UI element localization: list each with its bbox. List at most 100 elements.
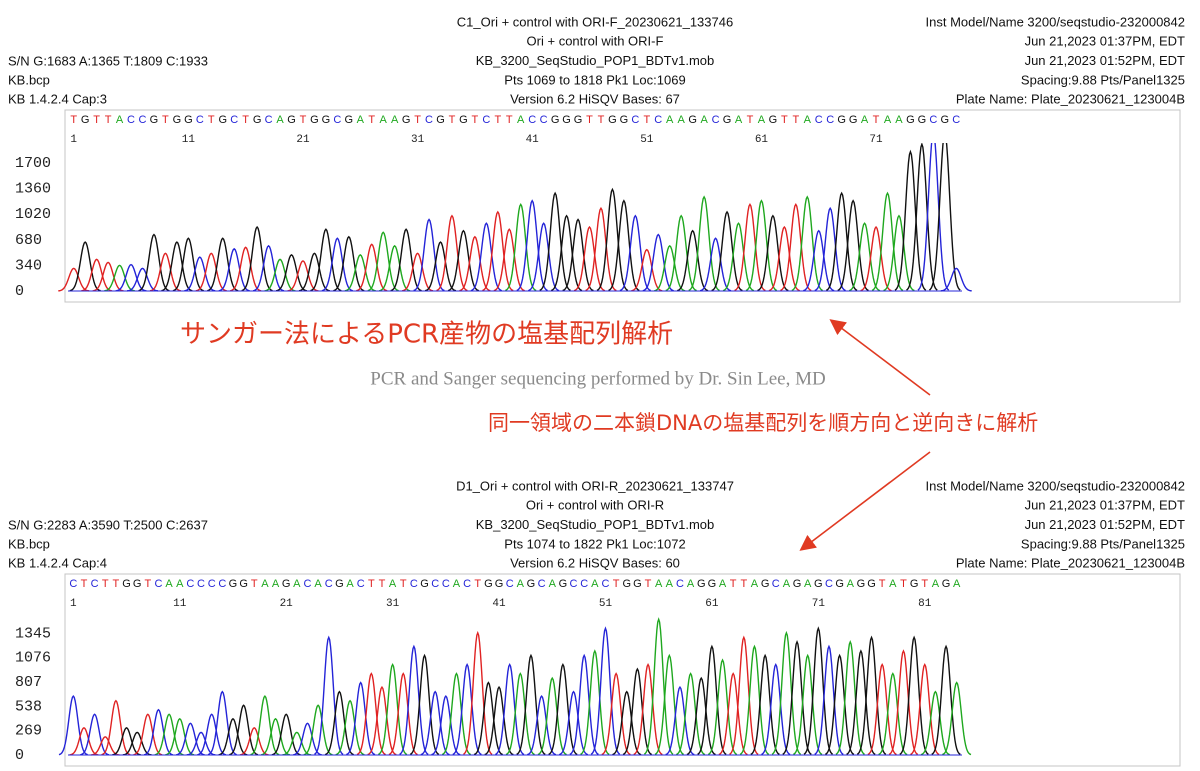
peak (409, 653, 440, 756)
peak (722, 222, 755, 292)
peak (459, 235, 491, 292)
base-call: G (697, 578, 706, 590)
base-call: G (793, 578, 802, 590)
peak (619, 214, 652, 292)
base-call: C (482, 114, 490, 126)
base-call: T (102, 578, 109, 590)
base-call: C (410, 578, 418, 590)
base-call: T (162, 114, 169, 126)
peak (739, 644, 770, 755)
base-call: C (570, 578, 578, 590)
position-label: 41 (526, 134, 540, 146)
base-call: C (325, 578, 333, 590)
base-call: C (208, 578, 216, 590)
header-right: Jun 21,2023 01:52PM, EDT (1025, 517, 1185, 532)
peak (218, 717, 248, 756)
peak (149, 252, 181, 292)
position-label: 21 (280, 598, 294, 610)
peak (356, 243, 388, 292)
peak (757, 214, 789, 292)
base-call: A (591, 578, 599, 590)
base-call: T (474, 578, 481, 590)
y-tick-label: 0 (15, 747, 24, 764)
peak (379, 244, 411, 292)
peak (793, 653, 823, 756)
header-left: S/N G:1683 A:1365 T:1809 C:1933 (8, 53, 208, 68)
base-call: G (402, 114, 411, 126)
peak (92, 261, 124, 292)
peak (539, 191, 571, 292)
y-tick-label: 1345 (15, 625, 51, 642)
base-call: A (932, 578, 940, 590)
peak (271, 713, 301, 756)
base-call: C (825, 578, 833, 590)
peak (104, 264, 136, 292)
peak (230, 246, 262, 292)
base-call: G (150, 114, 159, 126)
base-call: G (769, 114, 778, 126)
base-call: G (559, 578, 568, 590)
base-call: A (549, 578, 557, 590)
peak (782, 640, 812, 755)
peak (920, 690, 950, 756)
base-call: G (218, 114, 227, 126)
base-call: A (953, 578, 961, 590)
peak (287, 260, 319, 292)
base-call: T (921, 578, 928, 590)
peak (573, 225, 606, 292)
header-center: Ori + control with ORI-F (527, 34, 664, 49)
header-center: Pts 1074 to 1822 Pk1 Loc:1072 (504, 536, 685, 551)
peak (447, 229, 480, 292)
panel-frame (64, 573, 1181, 767)
peak (894, 149, 927, 291)
header-left: KB 1.4.2.4 Cap:3 (8, 91, 107, 106)
header-center: KB_3200_SeqStudio_POP1_BDTv1.mob (476, 517, 715, 532)
position-label: 71 (869, 134, 883, 146)
base-call: T (598, 114, 605, 126)
peak (848, 222, 881, 292)
peak (711, 210, 743, 292)
base-call: T (645, 578, 652, 590)
peak (643, 617, 674, 755)
base-call: C (69, 578, 77, 590)
header-right: Jun 21,2023 01:52PM, EDT (1025, 53, 1185, 68)
base-call: C (826, 114, 834, 126)
base-call: C (580, 578, 588, 590)
base-call: G (335, 578, 344, 590)
peak (90, 736, 120, 756)
base-call: A (678, 114, 686, 126)
peak (452, 662, 482, 756)
base-call: G (941, 114, 950, 126)
peak (622, 667, 653, 756)
base-call: A (847, 578, 855, 590)
header-right: Spacing:9.88 Pts/Panel1325 (1021, 72, 1185, 87)
base-call: G (310, 114, 319, 126)
header-center: Version 6.2 HiSQV Bases: 60 (510, 556, 680, 571)
peak (264, 258, 296, 292)
peak (835, 640, 865, 755)
base-call: C (186, 578, 194, 590)
position-label: 1 (70, 598, 77, 610)
base-call: A (116, 114, 124, 126)
y-tick-label: 1020 (15, 206, 51, 223)
peak (528, 222, 560, 292)
peak (688, 195, 720, 292)
peak (112, 727, 141, 756)
base-call: G (122, 578, 131, 590)
header-center: Ori + control with ORI-R (526, 498, 664, 513)
base-call: A (314, 578, 322, 590)
base-call: G (620, 114, 629, 126)
base-call: T (873, 114, 880, 126)
base-call: A (735, 114, 743, 126)
peak (184, 256, 216, 292)
credit: PCR and Sanger sequencing performed by D… (370, 368, 825, 389)
y-tick-label: 1700 (15, 155, 51, 172)
peak (750, 653, 780, 756)
peak (745, 199, 778, 292)
base-call: G (574, 114, 583, 126)
base-call: G (322, 114, 331, 126)
base-call: C (425, 114, 433, 126)
peak (324, 690, 354, 756)
base-call: T (144, 578, 151, 590)
base-call: C (654, 114, 662, 126)
